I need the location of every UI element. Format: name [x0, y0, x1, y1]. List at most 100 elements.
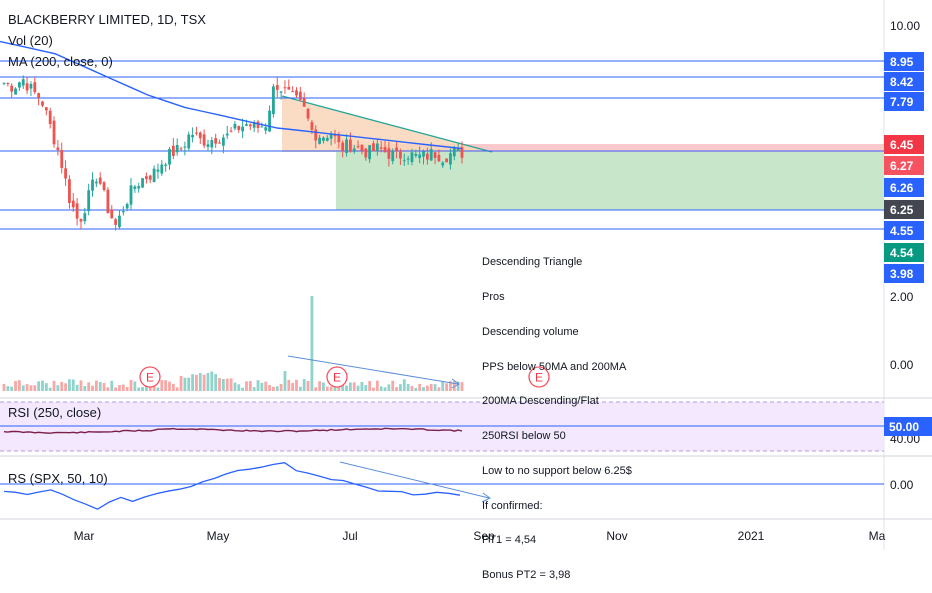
time-tick-nov: Nov — [606, 529, 627, 543]
candle-body — [306, 108, 310, 119]
volume-bar — [48, 387, 52, 391]
horizontal-levels[interactable] — [0, 60, 884, 230]
candle-body — [241, 126, 245, 132]
candle-body — [37, 93, 41, 99]
volume-bar — [33, 385, 37, 391]
volume-bar — [91, 385, 94, 391]
candle-body — [399, 151, 402, 159]
candle-body — [268, 110, 271, 132]
volume-bar — [360, 381, 364, 391]
profit-target-zone[interactable] — [336, 152, 884, 210]
volume-bar — [395, 387, 398, 391]
candle-body — [287, 86, 291, 90]
note-line: PPS below 50MA and 200MA — [482, 360, 627, 373]
candle-body — [221, 137, 225, 146]
candle-body — [272, 86, 275, 115]
volume-bar — [160, 380, 164, 391]
volume-bar — [118, 385, 121, 391]
volume-bar — [106, 387, 110, 391]
rsi-line[interactable] — [3, 427, 463, 434]
candle-body — [83, 213, 87, 222]
volume-bar — [391, 380, 395, 391]
candle-body — [148, 175, 152, 180]
triangle-upper-trendline[interactable] — [281, 95, 493, 153]
earnings-marker[interactable]: E — [326, 366, 348, 388]
rs-trend-arrow[interactable] — [339, 461, 490, 499]
chart-title: BLACKBERRY LIMITED, 1D, TSX — [8, 12, 206, 27]
volume-bar — [187, 377, 191, 391]
candle-body — [129, 185, 133, 205]
candle-body — [410, 152, 414, 163]
volume-bar — [25, 384, 29, 391]
volume-bar — [114, 387, 118, 391]
ma-200-line[interactable] — [0, 40, 463, 150]
rs-line[interactable] — [3, 462, 461, 510]
candle-body — [406, 158, 410, 160]
candle-body — [375, 143, 379, 152]
rsi-badge-50: 50.00 — [884, 417, 932, 436]
volume-bar — [225, 378, 229, 391]
note-line: Descending Triangle — [482, 256, 583, 269]
earnings-marker-label: E — [333, 371, 341, 385]
candle-body — [41, 101, 44, 106]
candle-body — [94, 181, 98, 184]
volume-bar — [433, 384, 437, 391]
volume-bar — [206, 372, 210, 391]
volume-bar — [98, 382, 102, 391]
volume-bar — [44, 383, 48, 391]
candle-body — [91, 179, 94, 191]
candle-body — [10, 85, 14, 92]
earnings-marker[interactable]: E — [139, 366, 161, 388]
candle-body — [422, 151, 425, 157]
volume-bar — [260, 382, 264, 391]
svg-text:4.54: 4.54 — [890, 246, 914, 260]
volume-arrow-head — [451, 378, 460, 389]
candle-body — [160, 164, 164, 174]
svg-text:6.26: 6.26 — [890, 181, 914, 195]
earnings-marker-label: E — [146, 371, 154, 385]
volume-bar — [191, 374, 194, 391]
price-chart[interactable]: E E E 10.00 2.00 0.00 40.00 0.00 8.95 8.… — [0, 0, 932, 550]
stop-loss-zone[interactable] — [336, 144, 884, 152]
volume-legend[interactable]: Vol (20) — [8, 33, 53, 48]
volume-bar — [314, 387, 318, 391]
candle-body — [456, 147, 460, 152]
ma-legend[interactable]: MA (200, close, 0) — [8, 54, 113, 69]
volume-bar — [133, 381, 137, 391]
volume-bar — [168, 381, 171, 391]
volume-bar — [83, 386, 87, 391]
volume-bar — [460, 382, 464, 391]
candle-body — [248, 124, 252, 127]
time-tick-jul: Jul — [342, 529, 357, 543]
candle-body — [198, 132, 202, 139]
volume-bar — [256, 380, 260, 391]
candle-body — [195, 132, 198, 134]
candle-body — [325, 137, 329, 141]
candle-body — [206, 144, 210, 147]
volume-bar — [298, 386, 302, 391]
volume-bar — [175, 387, 179, 391]
volume-bar — [75, 384, 79, 391]
rs-legend[interactable]: RS (SPX, 50, 10) — [8, 471, 108, 486]
volume-bar — [21, 385, 25, 391]
candle-body — [256, 121, 260, 128]
svg-text:8.95: 8.95 — [890, 55, 914, 69]
earnings-marker[interactable]: E — [528, 366, 550, 388]
volume-bar — [202, 374, 206, 391]
volume-bar — [94, 380, 98, 391]
candle-body — [279, 91, 283, 93]
candle-body — [298, 91, 302, 100]
candle-body — [283, 87, 287, 89]
candle-body — [25, 83, 29, 91]
note-line: Bonus PT2 = 3,98 — [482, 569, 571, 582]
annotation-note[interactable]: Descending Triangle Pros Descending volu… — [482, 234, 632, 593]
candle-body — [164, 164, 168, 166]
volume-bar — [164, 380, 168, 391]
rsi-legend[interactable]: RSI (250, close) — [8, 405, 101, 420]
candle-body — [337, 134, 341, 143]
volume-bar — [264, 381, 268, 391]
volume-bar — [283, 371, 287, 391]
volume-bar — [52, 380, 56, 391]
volume-bar — [137, 387, 141, 391]
volume-trend-arrow[interactable] — [287, 355, 459, 385]
